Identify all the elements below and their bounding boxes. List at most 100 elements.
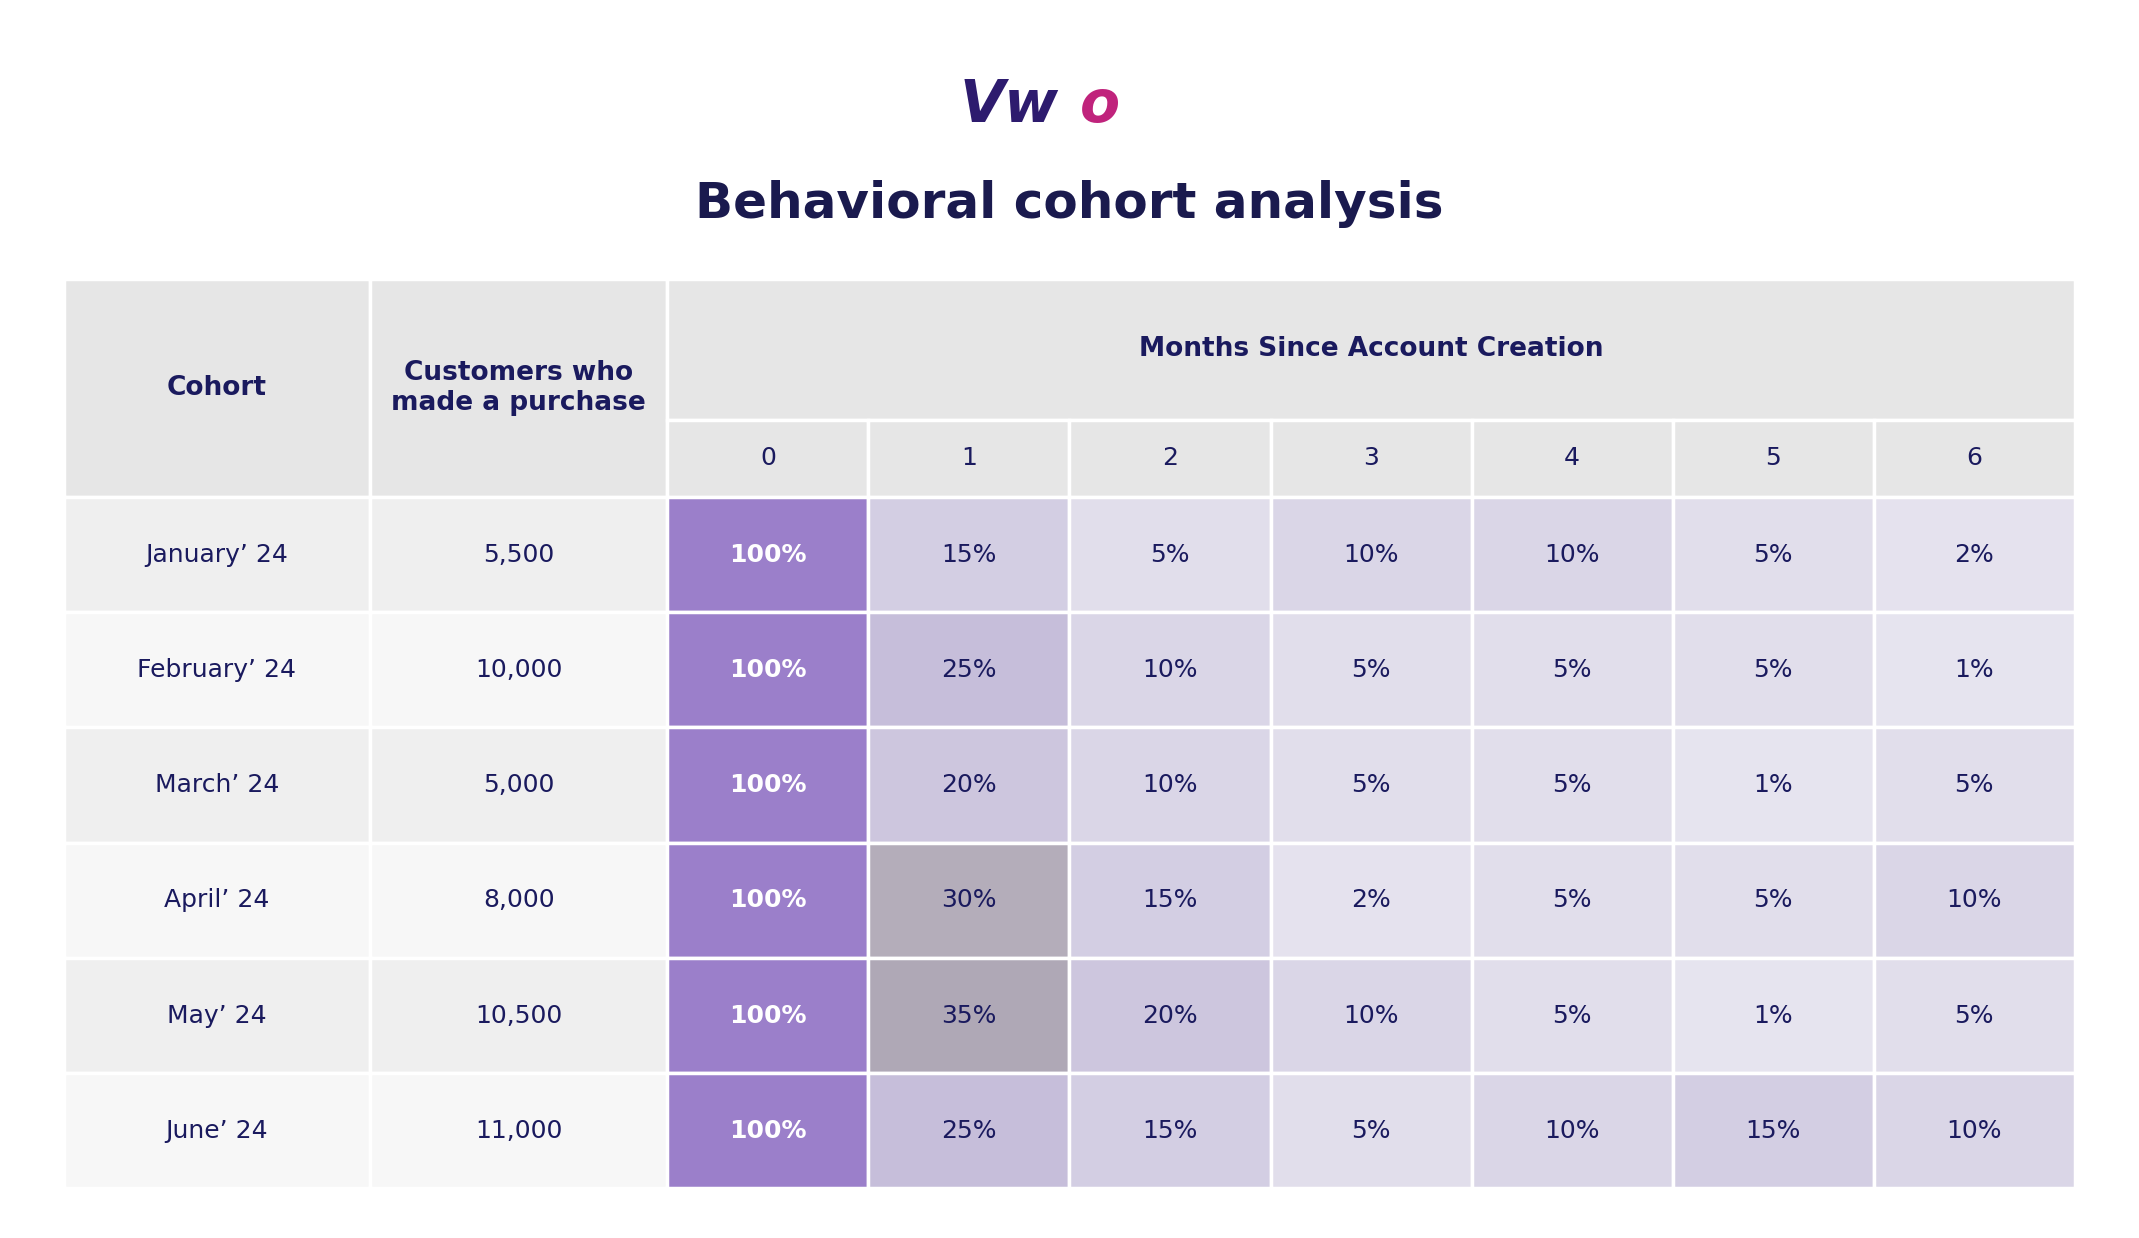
Bar (1271, 958, 1472, 1073)
Text: 5%: 5% (1754, 542, 1792, 567)
Bar (1673, 728, 1874, 843)
Text: Behavioral cohort analysis: Behavioral cohort analysis (695, 181, 1444, 228)
Bar (667, 420, 868, 496)
Bar (370, 279, 667, 496)
Bar (1472, 843, 1673, 958)
Text: 3: 3 (1363, 446, 1380, 470)
Bar (1472, 496, 1673, 612)
Text: June’ 24: June’ 24 (165, 1119, 267, 1143)
Bar (868, 612, 1070, 728)
Bar (1070, 728, 1271, 843)
Text: 15%: 15% (1745, 1119, 1801, 1143)
Text: 5%: 5% (1352, 657, 1390, 682)
Text: 10%: 10% (1142, 773, 1198, 797)
Bar (64, 612, 370, 728)
Bar (1472, 420, 1673, 496)
Bar (1271, 843, 1472, 958)
Bar (64, 496, 370, 612)
Text: 8,000: 8,000 (483, 889, 554, 912)
Bar (1271, 496, 1472, 612)
Bar (1673, 1073, 1874, 1188)
Text: 2%: 2% (1352, 889, 1390, 912)
Text: 5%: 5% (1352, 1119, 1390, 1143)
Bar (1874, 612, 2075, 728)
Text: 100%: 100% (729, 889, 806, 912)
Text: o: o (1080, 77, 1121, 134)
Bar (1271, 1073, 1472, 1188)
Bar (64, 279, 370, 496)
Bar (667, 958, 868, 1073)
Text: 15%: 15% (941, 542, 997, 567)
Bar (1874, 843, 2075, 958)
Text: 4: 4 (1564, 446, 1581, 470)
Text: 1: 1 (960, 446, 978, 470)
Bar (667, 728, 868, 843)
Text: 11,000: 11,000 (475, 1119, 563, 1143)
Text: Cohort: Cohort (167, 375, 267, 401)
Text: 10%: 10% (1343, 542, 1399, 567)
Bar (1472, 1073, 1673, 1188)
Text: March’ 24: March’ 24 (154, 773, 280, 797)
Bar (667, 1073, 868, 1188)
Bar (1673, 958, 1874, 1073)
Text: 5%: 5% (1553, 1004, 1591, 1028)
Text: 20%: 20% (941, 773, 997, 797)
Bar (1673, 612, 1874, 728)
Bar (370, 958, 667, 1073)
Bar (1874, 420, 2075, 496)
Bar (1472, 958, 1673, 1073)
Text: 5%: 5% (1754, 657, 1792, 682)
Text: 25%: 25% (941, 657, 997, 682)
Text: 10,000: 10,000 (475, 657, 563, 682)
Text: 15%: 15% (1142, 1119, 1198, 1143)
Text: 5,500: 5,500 (483, 542, 554, 567)
Bar (868, 958, 1070, 1073)
Bar (667, 496, 868, 612)
Bar (64, 958, 370, 1073)
Bar (1070, 612, 1271, 728)
Bar (1070, 496, 1271, 612)
Text: May’ 24: May’ 24 (167, 1004, 267, 1028)
Text: 1%: 1% (1955, 657, 1994, 682)
Text: 100%: 100% (729, 542, 806, 567)
Text: 5%: 5% (1754, 889, 1792, 912)
Bar (1070, 1073, 1271, 1188)
Bar (1070, 843, 1271, 958)
Text: February’ 24: February’ 24 (137, 657, 297, 682)
Bar (868, 728, 1070, 843)
Text: 5: 5 (1765, 446, 1782, 470)
Text: Vw: Vw (960, 77, 1059, 134)
Bar (370, 612, 667, 728)
Text: 10%: 10% (1946, 1119, 2002, 1143)
Text: 10%: 10% (1343, 1004, 1399, 1028)
Bar (1271, 612, 1472, 728)
Bar (64, 843, 370, 958)
Text: 100%: 100% (729, 773, 806, 797)
Text: 10%: 10% (1142, 657, 1198, 682)
Bar (868, 843, 1070, 958)
Bar (868, 420, 1070, 496)
Text: Months Since Account Creation: Months Since Account Creation (1138, 335, 1604, 361)
Text: 5%: 5% (1553, 889, 1591, 912)
Bar (370, 728, 667, 843)
Text: Customers who
made a purchase: Customers who made a purchase (391, 360, 646, 416)
Text: 25%: 25% (941, 1119, 997, 1143)
Text: January’ 24: January’ 24 (145, 542, 289, 567)
Text: 5%: 5% (1955, 1004, 1994, 1028)
Text: 5%: 5% (1553, 657, 1591, 682)
Bar (868, 1073, 1070, 1188)
Bar (1874, 496, 2075, 612)
Bar (370, 496, 667, 612)
Bar (1271, 420, 1472, 496)
Text: 100%: 100% (729, 1119, 806, 1143)
Text: 5%: 5% (1955, 773, 1994, 797)
Bar (1070, 958, 1271, 1073)
Text: 30%: 30% (941, 889, 997, 912)
Bar (667, 612, 868, 728)
Bar (1472, 612, 1673, 728)
Bar (667, 843, 868, 958)
Text: 100%: 100% (729, 1004, 806, 1028)
Text: 2: 2 (1161, 446, 1179, 470)
Bar (667, 279, 2075, 420)
Bar (1271, 728, 1472, 843)
